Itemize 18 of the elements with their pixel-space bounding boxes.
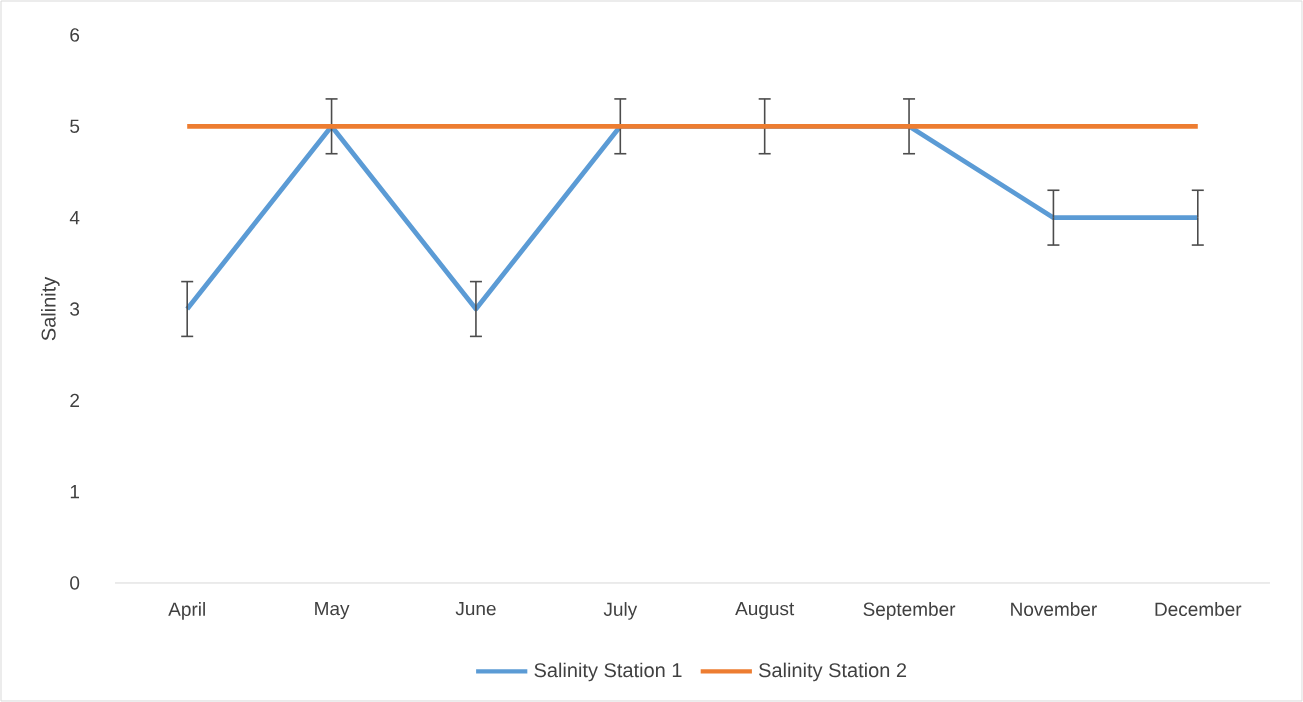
x-tick-label: December <box>1155 602 1242 617</box>
x-tick-label: November <box>1011 602 1097 617</box>
x-tick-label: September <box>863 602 956 620</box>
legend-label: Salinity Station 1 <box>534 662 682 682</box>
y-tick-label: 0 <box>70 576 80 590</box>
y-tick-label: 4 <box>69 211 80 225</box>
y-tick-label: 3 <box>70 302 80 316</box>
y-tick-label: 1 <box>70 485 80 499</box>
x-tick-label: April <box>168 602 205 620</box>
y-tick-label: 5 <box>70 119 80 133</box>
y-axis-title: Salinity <box>41 276 60 341</box>
x-tick-label: August <box>735 602 795 620</box>
y-tick-label: 2 <box>70 393 80 407</box>
x-tick-label: May <box>315 602 350 620</box>
legend-label: Salinity Station 2 <box>759 662 907 682</box>
x-tick-label: July <box>603 602 638 620</box>
y-tick-label: 6 <box>70 28 80 42</box>
x-tick-label: June <box>455 602 496 616</box>
